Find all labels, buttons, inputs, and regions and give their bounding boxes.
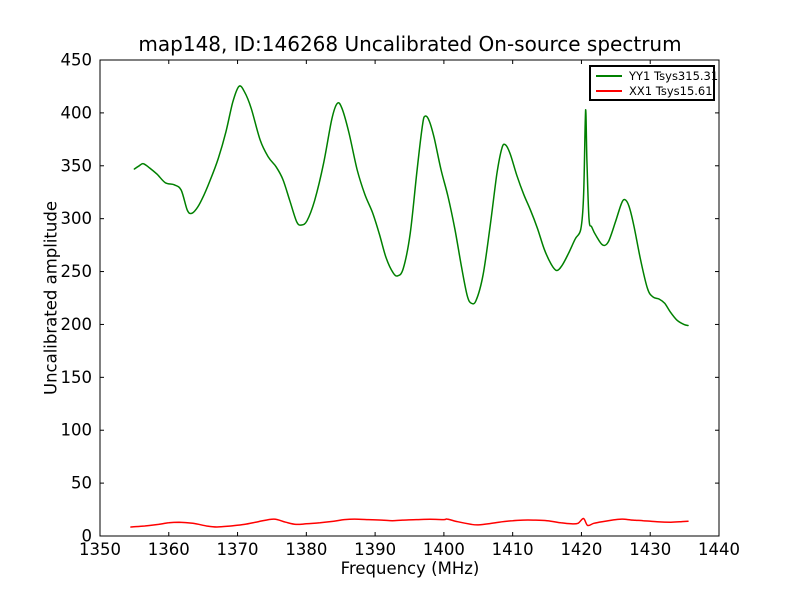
x-axis-title: Frequency (MHz) [340,559,480,578]
chart-title: map148, ID:146268 Uncalibrated On-source… [138,32,682,56]
series-line-yy1 [133,85,689,327]
y-tick-label: 100 [61,421,93,440]
legend-entry-xx1: XX1 Tsys15.61 [596,84,713,98]
y-tick-label: 150 [61,368,93,387]
x-tick-label: 1420 [560,540,602,559]
xx1-legend-label: XX1 Tsys15.61 [629,83,713,98]
x-tick-label: 1430 [629,540,671,559]
x-tick-label: 1380 [285,540,327,559]
y-tick-label: 350 [61,156,93,175]
axes-border [99,59,720,537]
legend-entry-yy1: YY1 Tsys315.31 [596,69,718,83]
legend: YY1 Tsys315.31 XX1 Tsys15.61 [589,65,718,101]
x-tick-label: 1350 [79,540,121,559]
x-tick-label: 1410 [492,540,534,559]
y-tick-label: 50 [71,474,92,493]
series-line-xx1 [130,517,689,528]
x-tick-label: 1400 [423,540,465,559]
y-tick-label: 300 [61,209,93,228]
yy1-legend-label: YY1 Tsys315.31 [629,68,719,83]
y-tick-label: 0 [82,527,93,546]
x-tick-label: 1390 [354,540,396,559]
xx1-line-sample-icon [596,89,622,92]
x-tick-label: 1370 [217,540,259,559]
y-tick-label: 200 [61,315,93,334]
x-tick-label: 1360 [148,540,190,559]
y-tick-label: 250 [61,262,93,281]
x-tick-label: 1440 [698,540,740,559]
yy1-line-sample-icon [596,74,622,77]
y-tick-label: 450 [61,51,93,70]
y-tick-label: 400 [61,103,93,122]
